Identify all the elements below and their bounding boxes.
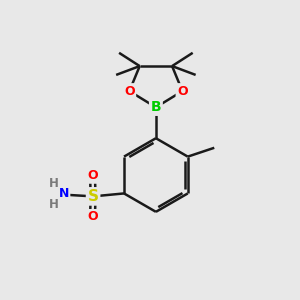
Text: N: N	[58, 187, 69, 200]
Text: O: O	[124, 85, 135, 98]
Text: O: O	[87, 169, 98, 182]
Text: H: H	[49, 198, 59, 211]
Text: S: S	[88, 189, 99, 204]
Text: H: H	[49, 177, 59, 190]
Text: O: O	[87, 211, 98, 224]
Text: B: B	[151, 100, 161, 114]
Text: O: O	[177, 85, 188, 98]
